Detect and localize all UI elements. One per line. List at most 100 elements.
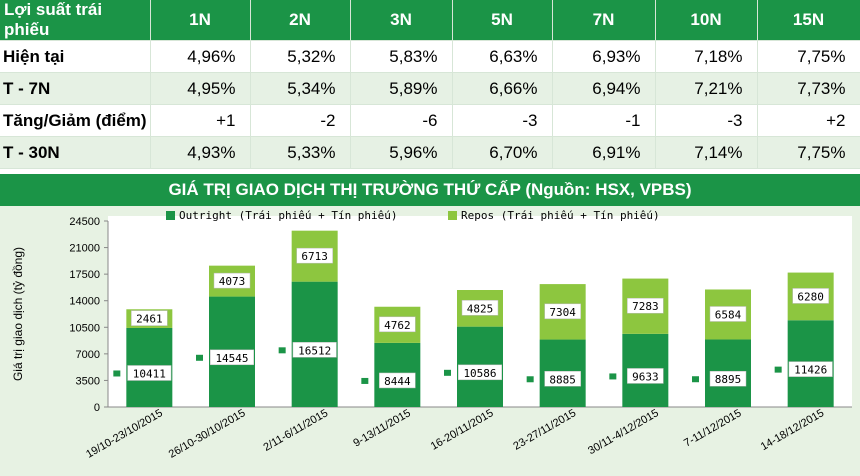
x-tick-label: 7-11/12/2015 bbox=[682, 407, 743, 449]
table-cell: 6,63% bbox=[452, 40, 553, 73]
table-row: T - 30N 4,93% 5,33% 5,96% 6,70% 6,91% 7,… bbox=[0, 136, 860, 169]
data-label-outright: 16512 bbox=[298, 344, 331, 357]
data-label-box bbox=[213, 272, 251, 289]
data-label-outright: 11426 bbox=[794, 364, 827, 377]
y-tick-label: 14000 bbox=[69, 296, 100, 308]
x-tick-label: 19/10-23/10/2015 bbox=[84, 407, 165, 461]
data-label-outright: 8885 bbox=[549, 373, 576, 386]
data-label-box bbox=[709, 306, 747, 322]
row-label: Hiện tại bbox=[0, 40, 151, 73]
data-label-outright: 10586 bbox=[463, 367, 496, 380]
header-cell: 1N bbox=[150, 0, 251, 41]
table-cell: 4,95% bbox=[150, 72, 251, 105]
x-tick-label: 30/11-4/12/2015 bbox=[586, 407, 661, 457]
table-cell: 5,96% bbox=[350, 136, 453, 169]
table-row: Hiện tại 4,96% 5,32% 5,83% 6,63% 6,93% 7… bbox=[0, 40, 860, 73]
table-cell: 7,73% bbox=[757, 72, 860, 105]
header-cell: 5N bbox=[452, 0, 553, 41]
data-label-box bbox=[131, 310, 168, 326]
data-label-box bbox=[296, 247, 333, 264]
x-tick-label: 16-20/11/2015 bbox=[429, 407, 496, 452]
data-label-repos: 4825 bbox=[467, 302, 494, 315]
outright-marker bbox=[774, 366, 782, 373]
table-cell: 7,75% bbox=[757, 136, 860, 169]
header-cell: 7N bbox=[552, 0, 656, 41]
legend-label: Outright (Trái phiếu + Tín phiếu) bbox=[179, 209, 398, 222]
data-label-box bbox=[627, 297, 664, 314]
legend-swatch bbox=[448, 211, 457, 220]
table-cell: 4,96% bbox=[150, 40, 251, 73]
y-tick-label: 10500 bbox=[69, 322, 100, 334]
table-cell: 5,83% bbox=[350, 40, 453, 73]
data-label-box bbox=[379, 372, 416, 389]
table-cell: 6,70% bbox=[452, 136, 553, 169]
outright-marker bbox=[444, 369, 451, 376]
data-label-box bbox=[544, 303, 581, 320]
y-tick-label: 17500 bbox=[69, 269, 100, 281]
table-cell: 6,93% bbox=[552, 40, 656, 73]
chart-title: GIÁ TRỊ GIAO DỊCH THỊ TRƯỜNG THỨ CẤP (Ng… bbox=[0, 174, 860, 206]
outright-marker bbox=[692, 376, 699, 383]
table-cell: +2 bbox=[757, 104, 860, 137]
table-cell: 6,66% bbox=[452, 72, 553, 105]
legend-label: Repos (Trái phiếu + Tín phiếu) bbox=[461, 209, 660, 222]
outright-marker bbox=[526, 376, 534, 383]
x-tick-label: 26/10-30/10/2015 bbox=[167, 407, 248, 461]
table-header-row: Lợi suất trái phiếu 1N 2N 3N 5N 7N 10N 1… bbox=[0, 0, 860, 41]
y-axis-label: Giá trị giao dịch (tỷ đồng) bbox=[11, 247, 25, 381]
data-label-box bbox=[292, 342, 337, 358]
data-label-outright: 14545 bbox=[215, 352, 248, 365]
table-cell: 6,94% bbox=[552, 72, 656, 105]
data-label-box bbox=[127, 365, 172, 381]
data-label-box bbox=[792, 288, 829, 304]
y-tick-label: 21000 bbox=[69, 243, 100, 255]
data-label-box bbox=[458, 364, 502, 381]
table-cell: 5,32% bbox=[250, 40, 351, 73]
data-label-outright: 10411 bbox=[133, 367, 166, 380]
data-label-outright: 8895 bbox=[715, 373, 742, 386]
chart-panel: GIÁ TRỊ GIAO DỊCH THỊ TRƯỜNG THỨ CẤP (Ng… bbox=[0, 174, 860, 476]
table-cell: 5,33% bbox=[250, 136, 351, 169]
data-label-repos: 6713 bbox=[301, 250, 328, 263]
outright-marker bbox=[113, 370, 121, 377]
data-label-outright: 8444 bbox=[384, 375, 411, 388]
data-label-repos: 2461 bbox=[136, 313, 163, 326]
header-cell: 15N bbox=[757, 0, 860, 41]
outright-marker bbox=[196, 354, 203, 361]
table-row: T - 7N 4,95% 5,34% 5,89% 6,66% 6,94% 7,2… bbox=[0, 72, 860, 105]
data-label-box bbox=[788, 361, 833, 377]
table-cell: +1 bbox=[150, 104, 251, 137]
data-label-repos: 7304 bbox=[549, 306, 576, 319]
y-tick-label: 0 bbox=[94, 402, 100, 414]
table-cell: -3 bbox=[655, 104, 758, 137]
table-cell: 6,91% bbox=[552, 136, 656, 169]
y-tick-label: 3500 bbox=[76, 375, 100, 387]
outright-marker bbox=[361, 377, 369, 384]
outright-marker bbox=[609, 373, 617, 380]
data-label-repos: 6584 bbox=[715, 308, 742, 321]
data-label-repos: 7283 bbox=[632, 300, 659, 313]
table-cell: -1 bbox=[552, 104, 656, 137]
table-cell: -3 bbox=[452, 104, 553, 137]
x-tick-label: 2/11-6/11/2015 bbox=[261, 407, 330, 454]
data-label-outright: 9633 bbox=[632, 370, 659, 383]
row-label: T - 30N bbox=[0, 136, 151, 169]
data-label-repos: 6280 bbox=[797, 290, 824, 303]
table-cell: 7,18% bbox=[655, 40, 758, 73]
table-cell: -6 bbox=[350, 104, 453, 137]
outright-marker bbox=[278, 347, 286, 354]
header-cell: 3N bbox=[350, 0, 453, 41]
row-label: Tăng/Giảm (điểm) bbox=[0, 104, 151, 137]
header-cell: Lợi suất trái phiếu bbox=[0, 0, 151, 41]
header-cell: 10N bbox=[655, 0, 758, 41]
x-tick-label: 23-27/11/2015 bbox=[511, 407, 578, 452]
table-cell: 4,93% bbox=[150, 136, 251, 169]
row-label: T - 7N bbox=[0, 72, 151, 105]
legend-swatch bbox=[166, 211, 175, 220]
table-cell: 7,75% bbox=[757, 40, 860, 73]
table-cell: 7,21% bbox=[655, 72, 758, 105]
table-cell: -2 bbox=[250, 104, 351, 137]
data-label-box bbox=[379, 316, 416, 333]
y-tick-label: 7000 bbox=[76, 349, 100, 361]
